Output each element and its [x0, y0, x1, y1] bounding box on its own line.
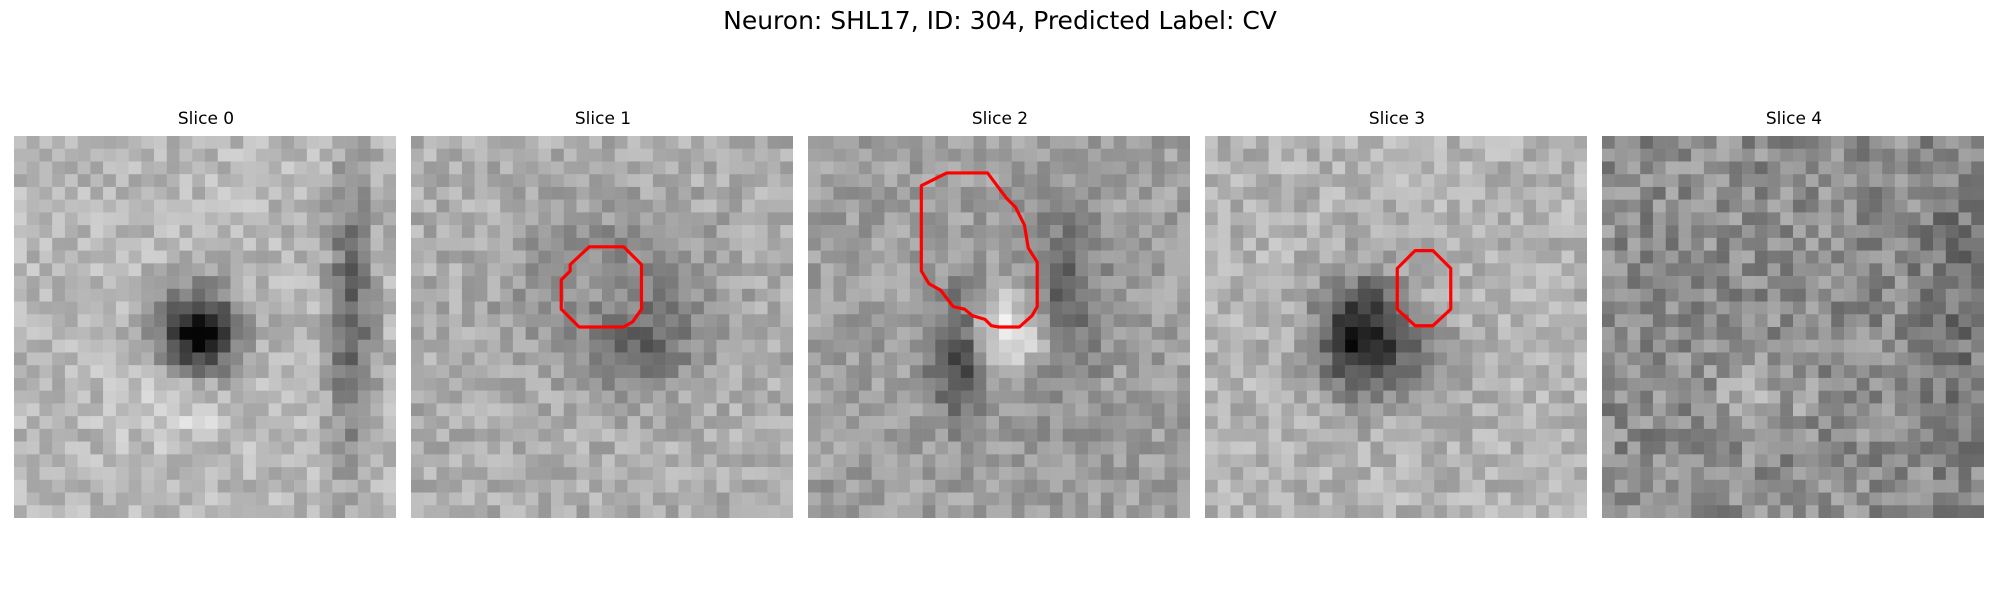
- slice-title-1: Slice 1: [574, 109, 632, 129]
- slice-image-1: [411, 136, 793, 518]
- slice-title-0: Slice 0: [177, 109, 235, 129]
- slice-image-3: [1205, 136, 1587, 518]
- slice-panel-1: Slice 1: [411, 108, 795, 518]
- slice-title-2: Slice 2: [971, 109, 1029, 129]
- slice-image-0: [14, 136, 396, 518]
- slice-panel-2: Slice 2: [808, 108, 1192, 518]
- slice-panel-0: Slice 0: [14, 108, 398, 518]
- slice-panel-3: Slice 3: [1205, 108, 1589, 518]
- slice-image-2: [808, 136, 1190, 518]
- slice-image-4: [1602, 136, 1984, 518]
- contour-3: [1395, 249, 1453, 328]
- slice-panel-4: Slice 4: [1602, 108, 1986, 518]
- contour-1: [559, 245, 644, 329]
- slice-title-4: Slice 4: [1765, 109, 1823, 129]
- contour-2: [919, 171, 1039, 329]
- figure-title: Neuron: SHL17, ID: 304, Predicted Label:…: [723, 6, 1277, 35]
- slice-title-3: Slice 3: [1368, 109, 1426, 129]
